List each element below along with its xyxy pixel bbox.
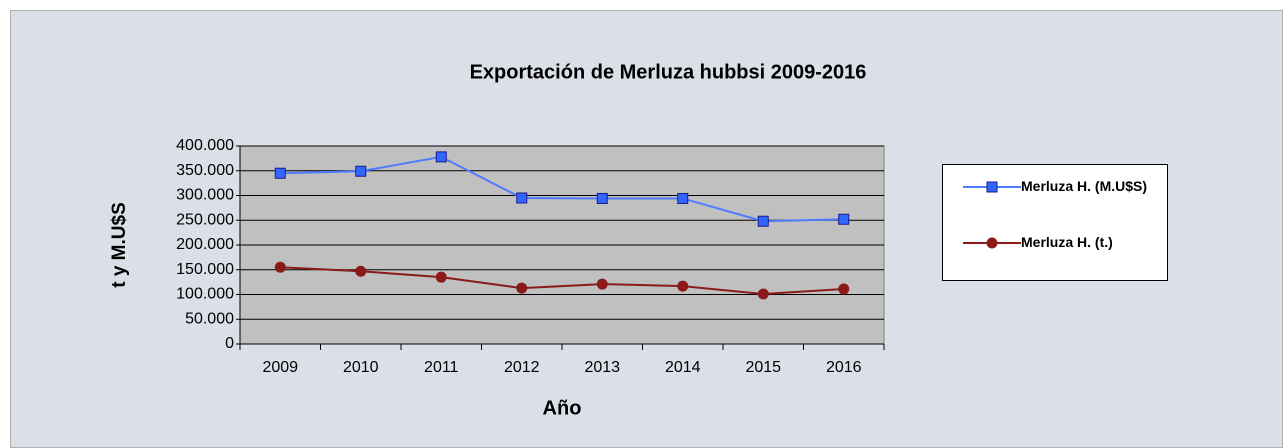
x-tick-label: 2009 xyxy=(262,359,298,376)
marker xyxy=(596,278,608,290)
y-tick-label: 400.000 xyxy=(176,137,234,154)
legend: Merluza H. (M.U$S) Merluza H. (t.) xyxy=(942,164,1168,281)
y-tick-label: 300.000 xyxy=(176,187,234,204)
y-tick-label: 100.000 xyxy=(176,286,234,303)
marker xyxy=(274,261,286,273)
x-tick-label: 2010 xyxy=(343,359,379,376)
legend-label: Merluza H. (t.) xyxy=(1021,234,1113,250)
x-tick-label: 2014 xyxy=(665,359,701,376)
x-tick-label: 2011 xyxy=(424,359,459,376)
marker xyxy=(435,151,447,163)
y-tick-label: 200.000 xyxy=(176,236,234,253)
marker xyxy=(677,192,689,204)
legend-label: Merluza H. (M.U$S) xyxy=(1021,178,1148,194)
marker xyxy=(757,215,769,227)
x-tick-label: 2015 xyxy=(745,359,781,376)
legend-marks xyxy=(963,181,1021,249)
y-axis-label: t y M.U$S xyxy=(109,202,130,288)
marker xyxy=(986,237,998,249)
x-tick-label: 2016 xyxy=(826,359,862,376)
marker xyxy=(435,271,447,283)
y-tick-label: 250.000 xyxy=(176,211,234,228)
marker xyxy=(757,288,769,300)
marker xyxy=(838,283,850,295)
marker xyxy=(516,192,528,204)
y-tick-label: 350.000 xyxy=(176,162,234,179)
marker xyxy=(986,181,998,193)
x-axis-label: Año xyxy=(543,397,582,419)
marker xyxy=(274,167,286,179)
x-tick-label: 2012 xyxy=(504,359,540,376)
y-tick-label: 50.000 xyxy=(185,310,234,327)
y-tick-label: 0 xyxy=(225,335,234,352)
marker xyxy=(838,213,850,225)
marker xyxy=(355,165,367,177)
x-tick-label: 2013 xyxy=(584,359,620,376)
marker xyxy=(355,265,367,277)
marker xyxy=(516,282,528,294)
marker xyxy=(677,280,689,292)
y-tick-label: 150.000 xyxy=(176,261,234,278)
series-line xyxy=(280,155,844,223)
series-line xyxy=(280,266,844,296)
marker xyxy=(596,192,608,204)
chart-title: Exportación de Merluza hubbsi 2009-2016 xyxy=(470,61,867,83)
